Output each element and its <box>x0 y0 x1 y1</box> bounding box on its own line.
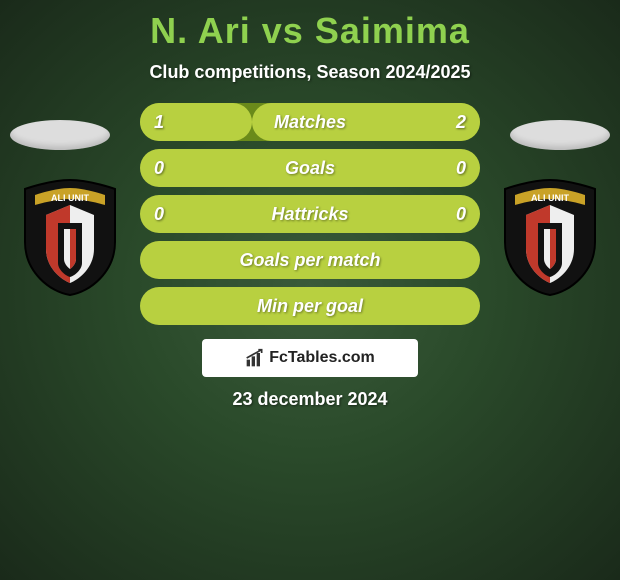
stat-label: Goals per match <box>239 250 380 271</box>
club-shield-left: ALI UNIT <box>20 177 120 297</box>
stat-value-right: 0 <box>456 158 466 179</box>
player-right-platform <box>510 120 610 150</box>
shield-icon: ALI UNIT <box>500 177 600 297</box>
stat-row: 0 0 Goals <box>140 149 480 187</box>
stat-value-right: 0 <box>456 204 466 225</box>
brand-name: FcTables.com <box>269 349 375 367</box>
page-title: N. Ari vs Saimima <box>150 10 470 52</box>
bars-icon <box>245 348 265 368</box>
shield-icon: ALI UNIT <box>20 177 120 297</box>
stat-row: Goals per match <box>140 241 480 279</box>
stat-value-left: 0 <box>154 158 164 179</box>
infographic-container: N. Ari vs Saimima Club competitions, Sea… <box>0 0 620 580</box>
player-left-platform <box>10 120 110 150</box>
stats-panel: 1 2 Matches 0 0 Goals 0 0 Hattricks Goals per mat… <box>140 103 480 325</box>
date-label: 23 december 2024 <box>232 389 387 410</box>
subtitle: Club competitions, Season 2024/2025 <box>149 62 470 83</box>
stat-value-left: 0 <box>154 204 164 225</box>
stat-label: Min per goal <box>257 296 363 317</box>
svg-text:ALI UNIT: ALI UNIT <box>51 193 89 203</box>
stat-value-left: 1 <box>154 112 164 133</box>
brand-badge: FcTables.com <box>202 339 418 377</box>
stat-row: 1 2 Matches <box>140 103 480 141</box>
stat-value-right: 2 <box>456 112 466 133</box>
svg-text:ALI UNIT: ALI UNIT <box>531 193 569 203</box>
stat-label: Matches <box>274 112 346 133</box>
stat-row: 0 0 Hattricks <box>140 195 480 233</box>
stat-row: Min per goal <box>140 287 480 325</box>
club-shield-right: ALI UNIT <box>500 177 600 297</box>
stat-label: Goals <box>285 158 335 179</box>
stat-label: Hattricks <box>271 204 348 225</box>
